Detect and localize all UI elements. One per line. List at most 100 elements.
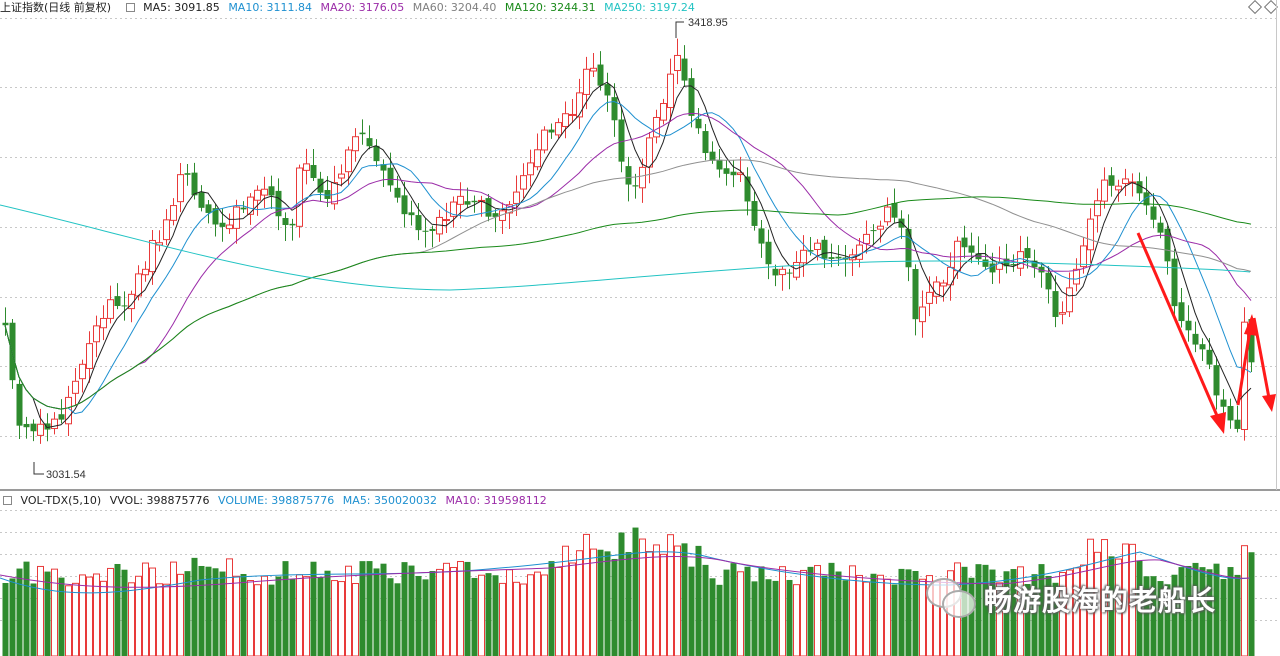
candle bbox=[968, 245, 975, 253]
volume-bar bbox=[968, 577, 975, 656]
volume-bar bbox=[107, 567, 114, 656]
vol-ma5-label: MA5: 350020032 bbox=[342, 494, 438, 507]
volume-bar bbox=[660, 553, 667, 656]
volume-bar bbox=[1122, 543, 1129, 656]
volume-bar bbox=[317, 577, 324, 656]
candle bbox=[212, 208, 219, 225]
candle bbox=[177, 174, 184, 203]
volume-bar bbox=[352, 583, 359, 656]
volume-bar bbox=[695, 545, 702, 656]
candle bbox=[352, 136, 359, 152]
volume-bar bbox=[394, 583, 401, 656]
volume-bar bbox=[324, 570, 331, 656]
candle bbox=[184, 173, 191, 175]
volume-bar bbox=[1059, 572, 1066, 656]
candle bbox=[275, 190, 282, 217]
settings-square-icon[interactable] bbox=[125, 3, 135, 12]
candle bbox=[1073, 268, 1080, 285]
vvol-label: VVOL: 398875776 bbox=[109, 494, 210, 507]
volume-ma10-line bbox=[0, 555, 1251, 588]
candle bbox=[919, 306, 926, 323]
candle bbox=[926, 291, 933, 304]
volume-square-icon[interactable] bbox=[3, 496, 12, 505]
candle bbox=[492, 213, 499, 217]
candle bbox=[1248, 319, 1255, 363]
candle bbox=[289, 223, 296, 226]
volume-bar bbox=[996, 582, 1003, 656]
volume-bar bbox=[492, 575, 499, 656]
volume-bar bbox=[541, 574, 548, 656]
volume-bar bbox=[240, 573, 247, 656]
volume-bar bbox=[401, 562, 408, 656]
volume-bar bbox=[702, 564, 709, 656]
volume-bar bbox=[835, 571, 842, 656]
candle bbox=[863, 233, 870, 244]
volume-bar bbox=[1171, 574, 1178, 656]
candle bbox=[170, 205, 177, 221]
volume-chart[interactable] bbox=[0, 490, 1280, 656]
candle bbox=[338, 173, 345, 179]
candle bbox=[464, 201, 471, 205]
volume-bar bbox=[1220, 579, 1227, 656]
volume-bar bbox=[842, 580, 849, 656]
volume-bar bbox=[744, 566, 751, 656]
candle bbox=[541, 129, 548, 151]
volume-bar bbox=[436, 568, 443, 656]
volume-bar bbox=[254, 584, 261, 656]
volume-bar bbox=[506, 569, 513, 656]
volume-bar bbox=[1213, 563, 1220, 656]
candle bbox=[520, 175, 527, 190]
volume-bar bbox=[898, 568, 905, 656]
candle bbox=[1059, 312, 1066, 315]
ma120-label: MA120: 3244.31 bbox=[504, 1, 596, 14]
wechat-icon bbox=[926, 578, 976, 620]
candle bbox=[485, 198, 492, 217]
candle bbox=[1010, 264, 1017, 266]
candle bbox=[576, 92, 583, 118]
candle bbox=[583, 68, 590, 95]
candle bbox=[457, 195, 464, 205]
candle bbox=[331, 182, 338, 205]
candle bbox=[310, 165, 317, 179]
volume-label: VOLUME: 398875776 bbox=[218, 494, 335, 507]
candle bbox=[1136, 181, 1143, 194]
candle bbox=[240, 207, 247, 210]
volume-bar bbox=[303, 576, 310, 656]
candle bbox=[793, 261, 800, 278]
volume-bar bbox=[233, 575, 240, 656]
candle bbox=[1115, 185, 1122, 191]
candle bbox=[135, 273, 142, 297]
volume-bar bbox=[1024, 584, 1031, 656]
candle bbox=[100, 317, 107, 329]
volume-bar bbox=[709, 578, 716, 656]
candle bbox=[527, 162, 534, 176]
volume-bar bbox=[1234, 574, 1241, 656]
candle bbox=[79, 363, 86, 380]
volume-bar bbox=[79, 574, 86, 656]
candle bbox=[891, 202, 898, 218]
volume-bar bbox=[772, 580, 779, 656]
candle bbox=[1143, 192, 1150, 206]
volume-bar bbox=[359, 561, 366, 656]
candle bbox=[800, 249, 807, 264]
volume-bar bbox=[72, 582, 79, 656]
candle bbox=[443, 219, 450, 222]
volume-bar bbox=[170, 561, 177, 656]
ma-line bbox=[4, 81, 1252, 429]
volume-bar bbox=[618, 532, 625, 656]
candle bbox=[961, 237, 968, 248]
volume-bar bbox=[1108, 556, 1115, 656]
candle bbox=[9, 322, 16, 381]
candle bbox=[247, 196, 254, 215]
volume-bar bbox=[989, 569, 996, 656]
candle bbox=[807, 250, 814, 252]
volume-bar bbox=[513, 581, 520, 656]
volume-bar bbox=[296, 574, 303, 656]
volume-bar bbox=[282, 561, 289, 656]
volume-bar bbox=[205, 566, 212, 656]
candle bbox=[450, 201, 457, 217]
volume-bar bbox=[1178, 567, 1185, 656]
price-chart[interactable]: 3418.95 3031.54 bbox=[0, 0, 1280, 490]
volume-bar bbox=[646, 550, 653, 656]
candle bbox=[1094, 200, 1101, 217]
